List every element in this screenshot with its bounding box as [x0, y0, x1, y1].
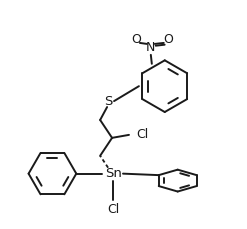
Text: Cl: Cl [107, 203, 119, 216]
Text: N: N [146, 41, 156, 55]
Text: S: S [104, 95, 112, 108]
Text: Cl: Cl [136, 128, 148, 141]
Text: Sn: Sn [105, 167, 122, 180]
Text: O: O [163, 33, 173, 46]
Text: O: O [131, 33, 141, 46]
